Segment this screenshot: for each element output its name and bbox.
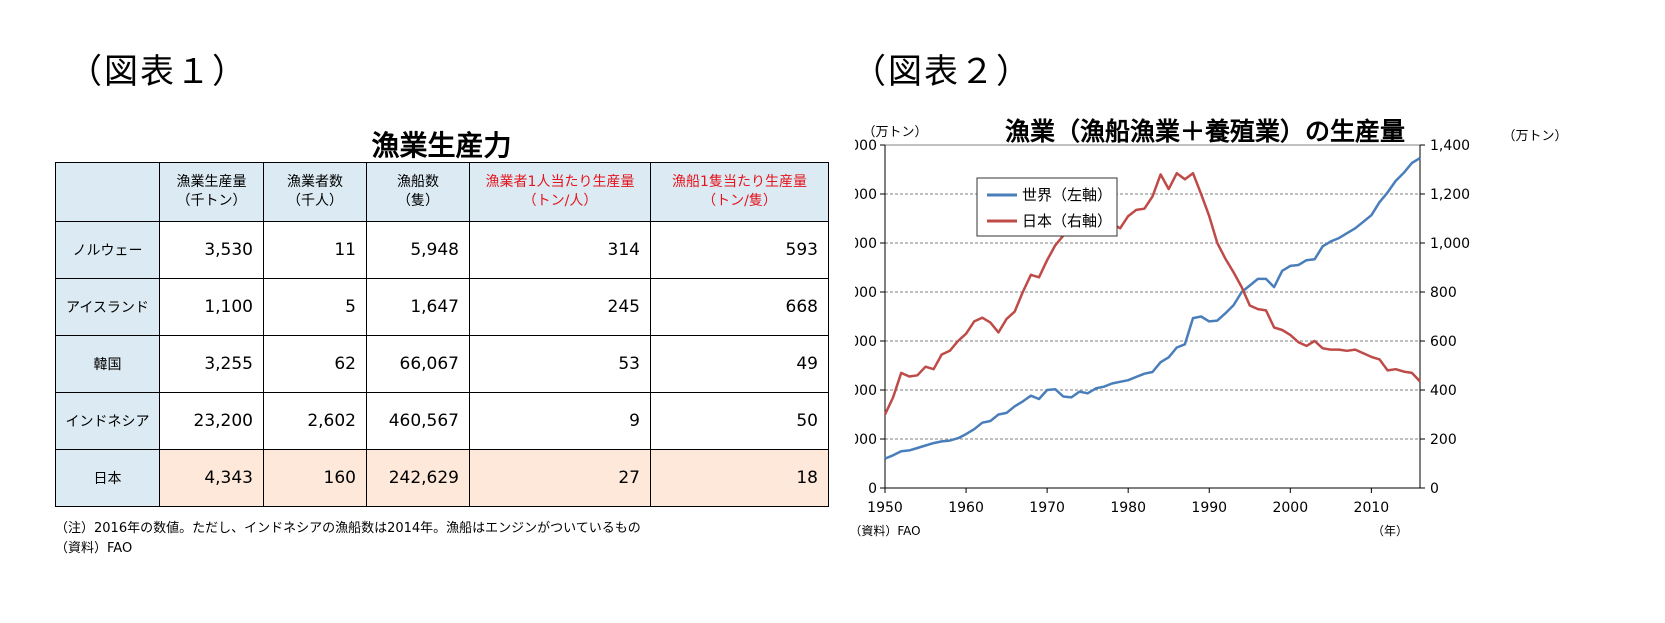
x-tick-label: 1980 — [1110, 500, 1146, 516]
gridlines — [885, 193, 1420, 440]
column-header: 漁業者数 （千人） — [263, 162, 367, 222]
column-header: 漁船数 （隻） — [366, 162, 470, 222]
table-cell: 53 — [469, 335, 651, 393]
x-tick-label: 1990 — [1191, 500, 1227, 516]
y-right-tick-label: 1,200 — [1430, 187, 1470, 203]
y-left-tick-label: 0 — [868, 481, 877, 497]
row-header: 日本 — [55, 449, 160, 507]
figure1-label: （図表１） — [68, 52, 248, 92]
y-left-tick-label: 21,000 — [855, 138, 877, 154]
table-cell: 50 — [650, 392, 829, 450]
y-right-tick-label: 1,000 — [1430, 236, 1470, 252]
table-cell: 4,343 — [159, 449, 264, 507]
chart-source: （資料）FAO — [855, 524, 921, 538]
table-cell: 593 — [650, 221, 829, 279]
x-unit: （年） — [1372, 524, 1408, 538]
table-cell: 18 — [650, 449, 829, 507]
y-right-tick-label: 1,400 — [1430, 138, 1470, 154]
y-left-tick-label: 15,000 — [855, 236, 877, 252]
table-cell: 1,647 — [366, 278, 470, 336]
row-header: ノルウェー — [55, 221, 160, 279]
y-left-tick-label: 9,000 — [855, 334, 877, 350]
y-right-tick-label: 200 — [1430, 432, 1457, 448]
table-row: アイスランド 1,100 5 1,647 245 668 — [55, 278, 829, 336]
row-header: インドネシア — [55, 392, 160, 450]
table-cell: 11 — [263, 221, 367, 279]
column-header: 漁業生産量 （千トン） — [159, 162, 264, 222]
chart-title: 漁業（漁船漁業＋養殖業）の生産量 — [1005, 117, 1405, 146]
table-cell: 245 — [469, 278, 651, 336]
column-header: 漁業者1人当たり生産量 （トン/人） — [469, 162, 651, 222]
table-cell: 242,629 — [366, 449, 470, 507]
y-right-tick-label: 800 — [1430, 285, 1457, 301]
table-title: 漁業生産力 — [371, 129, 512, 162]
table-cell: 3,530 — [159, 221, 264, 279]
table-row: ノルウェー 3,530 11 5,948 314 593 — [55, 221, 829, 279]
table-source: （資料）FAO — [55, 541, 133, 556]
x-tick-label: 1950 — [867, 500, 903, 516]
x-tick-label: 1960 — [948, 500, 984, 516]
legend-japan-label: 日本（右軸） — [1022, 212, 1112, 230]
table-cell: 9 — [469, 392, 651, 450]
table-cell: 66,067 — [366, 335, 470, 393]
table-cell: 27 — [469, 449, 651, 507]
y-right-tick-label: 600 — [1430, 334, 1457, 350]
table-row: 日本 4,343 160 242,629 27 18 — [55, 449, 829, 507]
y-left-tick-label: 18,000 — [855, 187, 877, 203]
y-left-tick-label: 12,000 — [855, 285, 877, 301]
table-cell: 5,948 — [366, 221, 470, 279]
row-header: 韓国 — [55, 335, 160, 393]
table-cell: 668 — [650, 278, 829, 336]
x-tick-label: 2010 — [1354, 500, 1390, 516]
table-cell: 62 — [263, 335, 367, 393]
column-header: 漁船1隻当たり生産量 （トン/隻） — [650, 162, 829, 222]
legend-box — [976, 177, 1118, 237]
row-header: アイスランド — [55, 278, 160, 336]
table-cell: 49 — [650, 335, 829, 393]
table-cell: 23,200 — [159, 392, 264, 450]
table-cell: 314 — [469, 221, 651, 279]
table-row: 韓国 3,255 62 66,067 53 49 — [55, 335, 829, 393]
table-header-row: 漁業生産量 （千トン） 漁業者数 （千人） 漁船数 （隻） 漁業者1人当たり生産量 （ト… — [55, 162, 829, 222]
legend-world-label: 世界（左軸） — [1022, 186, 1112, 204]
figure2-label: （図表２） — [852, 52, 1032, 92]
y-left-unit: （万トン） — [862, 125, 927, 140]
corner-cell — [55, 162, 160, 222]
x-tick-label: 2000 — [1272, 500, 1308, 516]
japan-series-line — [883, 171, 1421, 416]
legend: 世界（左軸） 日本（右軸） — [976, 177, 1118, 237]
axes: 0 0 3,000 200 6,000 400 9,000 600 12,000 800 15,00… — [855, 138, 1470, 516]
x-tick-label: 1970 — [1029, 500, 1065, 516]
table-note: （注）2016年の数値。ただし、インドネシアの漁船数は2014年。漁船はエンジン… — [55, 521, 641, 536]
table-cell: 5 — [263, 278, 367, 336]
series-lines — [883, 157, 1421, 460]
y-right-tick-label: 400 — [1430, 383, 1457, 399]
productivity-table: 漁業生産量 （千トン） 漁業者数 （千人） 漁船数 （隻） 漁業者1人当たり生産量 （ト… — [55, 162, 829, 507]
table-cell: 3,255 — [159, 335, 264, 393]
fishery-production-chart: 漁業（漁船漁業＋養殖業）の生産量 （万トン） （万トン） 0 0 3,000 200 6… — [855, 117, 1568, 538]
y-right-unit: （万トン） — [1502, 129, 1567, 144]
table-cell: 1,100 — [159, 278, 264, 336]
table-cell: 2,602 — [263, 392, 367, 450]
table-cell: 460,567 — [366, 392, 470, 450]
table-row: インドネシア 23,200 2,602 460,567 9 50 — [55, 392, 829, 450]
table-cell: 160 — [263, 449, 367, 507]
world-series-line — [884, 157, 1421, 460]
y-left-tick-label: 6,000 — [855, 383, 877, 399]
y-right-tick-label: 0 — [1430, 481, 1439, 497]
y-left-tick-label: 3,000 — [855, 432, 877, 448]
